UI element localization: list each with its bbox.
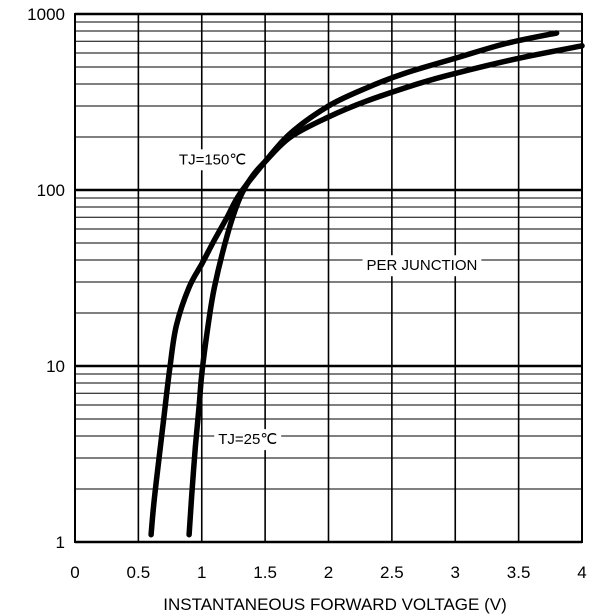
y-tick-label: 1000 (27, 5, 65, 24)
x-tick-label: 4 (577, 563, 586, 582)
annotations: TJ=150℃ TJ=25℃ PER JUNCTION (174, 149, 482, 451)
x-tick-label: 2.5 (380, 563, 404, 582)
x-tick-label: 2 (324, 563, 333, 582)
data-series (148, 30, 585, 538)
x-tick-label: 1.5 (253, 563, 277, 582)
x-tick-label: 0.5 (127, 563, 151, 582)
y-tick-label: 1 (56, 533, 65, 552)
annotation-bg (362, 255, 482, 277)
y-tick-label: 100 (37, 181, 65, 200)
x-tick-label: 3.5 (507, 563, 531, 582)
series-line-0 (148, 30, 560, 538)
x-tick-label: 1 (197, 563, 206, 582)
annotation-tj150: TJ=150℃ (179, 151, 246, 168)
y-axis-ticks: 1 10 100 1000 (27, 5, 65, 552)
plot-frame (74, 13, 583, 543)
annotation-bg (214, 429, 282, 451)
annotation-tj25: TJ=25℃ (218, 431, 277, 448)
annotation-bg (174, 149, 251, 171)
annotation-perjunction: PER JUNCTION (367, 257, 478, 274)
x-tick-label: 0 (70, 563, 79, 582)
grid-lines (75, 12, 582, 544)
y-tick-label: 10 (46, 357, 65, 376)
x-axis-ticks: 0 0.5 1 1.5 2 2.5 3 3.5 4 (70, 563, 586, 582)
x-axis-title: INSTANTANEOUS FORWARD VOLTAGE (V) (163, 595, 507, 614)
series-line-1 (186, 43, 585, 538)
x-tick-label: 3 (451, 563, 460, 582)
